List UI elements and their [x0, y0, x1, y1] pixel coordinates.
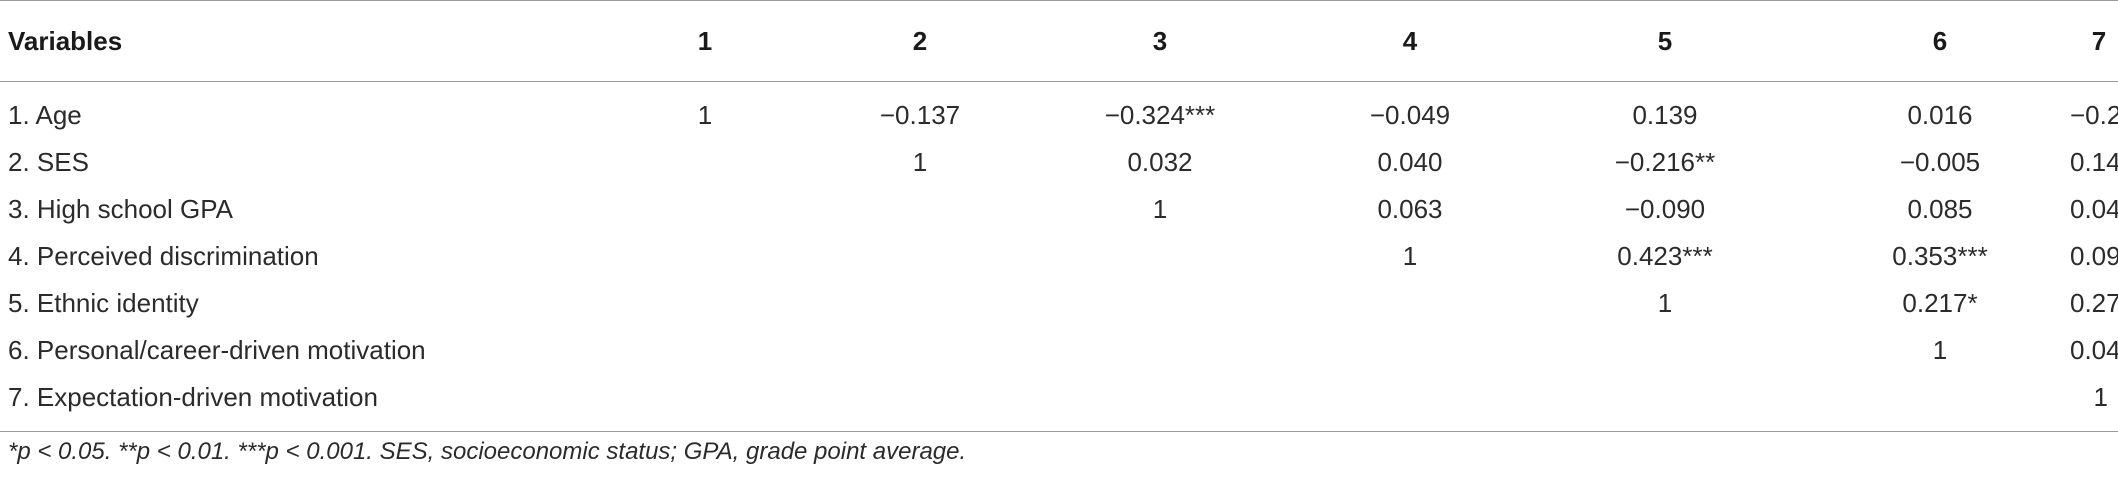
table-cell [810, 233, 1030, 280]
table-cell [1030, 327, 1290, 374]
row-label: 7. Expectation-driven motivation [0, 374, 600, 432]
row-label: 2. SES [8, 147, 89, 177]
table-cell: 0.040 [1377, 147, 1443, 177]
row-label: 6. Personal/career-driven motivation [8, 335, 426, 365]
table-cell: 0.274** [2070, 288, 2118, 318]
table-cell [1290, 327, 1530, 374]
table-cell: 1 [1402, 241, 1418, 271]
table-cell: −0.137 [879, 100, 961, 130]
table-cell: −0.216** [1614, 147, 1716, 177]
table-cell [810, 374, 1030, 432]
table-cell [600, 374, 810, 432]
table-cell: 1 [1657, 288, 1673, 318]
table-cell-col7: 0.044 [2070, 186, 2118, 233]
table-cell: 0.423*** [1617, 241, 1713, 271]
table-row: 3. High school GPA 1 0.063 −0.090 0.085 … [0, 186, 2118, 233]
table-cell [600, 327, 810, 374]
table-cell: 0.353*** [1892, 241, 1988, 271]
row-label: 4. Perceived discrimination [8, 241, 319, 271]
table-header-row: Variables 1 2 3 4 5 6 7 [0, 0, 2118, 82]
table-cell-col7: 0.095 [2070, 233, 2118, 280]
table-cell [1530, 374, 1800, 432]
header-col-5: 5 [1530, 0, 1800, 82]
table-cell: 1 [1152, 194, 1168, 224]
table-cell: −0.005 [1899, 147, 1981, 177]
header-col-7: 7 [2080, 0, 2118, 82]
table-cell-col7: 0.047 [2070, 327, 2118, 374]
table-cell: −0.090 [1624, 194, 1706, 224]
table-cell: 0.044 [2070, 194, 2118, 224]
table-cell [600, 139, 810, 186]
header-col-4: 4 [1290, 0, 1530, 82]
table-cell-col7: −0.205* [2070, 82, 2118, 140]
table-cell-col7: 1 [2080, 374, 2118, 432]
header-variables: Variables [0, 0, 600, 82]
table-cell [810, 327, 1030, 374]
row-label: 3. High school GPA [8, 194, 233, 224]
table-cell [1800, 374, 2080, 432]
correlation-table-container: Variables 1 2 3 4 5 6 7 1. Age 1 −0.137 … [0, 0, 2118, 432]
header-col-6: 6 [1800, 0, 2080, 82]
table-cell: 0.032 [1127, 147, 1193, 177]
table-footnote: *p < 0.05. **p < 0.01. ***p < 0.001. SES… [8, 438, 967, 465]
table-cell [1290, 374, 1530, 432]
table-cell: −0.324*** [1104, 100, 1216, 130]
table-row: 6. Personal/career-driven motivation 1 0… [0, 327, 2118, 374]
table-cell [600, 186, 810, 233]
table-cell: 0.016 [1907, 100, 1973, 130]
correlation-table: Variables 1 2 3 4 5 6 7 1. Age 1 −0.137 … [0, 0, 2118, 432]
table-cell: 0.047 [2070, 335, 2118, 365]
table-cell-col7: 0.146 [2070, 139, 2118, 186]
table-cell: −0.205* [2070, 100, 2118, 130]
table-row: 4. Perceived discrimination 1 0.423*** 0… [0, 233, 2118, 280]
header-col-2: 2 [810, 0, 1030, 82]
table-cell [1530, 327, 1800, 374]
table-cell [810, 186, 1030, 233]
table-cell [1030, 280, 1290, 327]
table-cell [1030, 374, 1290, 432]
table-cell: 0.085 [1907, 194, 1973, 224]
table-cell [600, 280, 810, 327]
header-col-3: 3 [1030, 0, 1290, 82]
table-cell: 0.139 [1632, 100, 1698, 130]
table-cell [1030, 233, 1290, 280]
table-row: 1. Age 1 −0.137 −0.324*** −0.049 0.139 0… [0, 82, 2118, 140]
table-cell: 1 [912, 147, 928, 177]
table-cell: 1 [2093, 382, 2108, 412]
table-cell: 0.146 [2070, 147, 2118, 177]
table-cell: 0.095 [2070, 241, 2118, 271]
table-cell: 0.217* [1902, 288, 1978, 318]
table-row: 5. Ethnic identity 1 0.217* 0.274** [0, 280, 2118, 327]
header-col-1: 1 [600, 0, 810, 82]
row-label: 5. Ethnic identity [8, 288, 199, 318]
table-cell-col7: 0.274** [2070, 280, 2118, 327]
table-cell: 0.063 [1377, 194, 1443, 224]
table-row: 7. Expectation-driven motivation 1 [0, 374, 2118, 432]
row-label: 1. Age [8, 100, 82, 130]
table-cell: −0.049 [1369, 100, 1451, 130]
table-cell: 1 [697, 100, 713, 130]
table-row: 2. SES 1 0.032 0.040 −0.216** −0.005 0.1… [0, 139, 2118, 186]
table-cell [810, 280, 1030, 327]
table-cell: 1 [1932, 335, 1948, 365]
table-cell [1290, 280, 1530, 327]
table-cell [600, 233, 810, 280]
